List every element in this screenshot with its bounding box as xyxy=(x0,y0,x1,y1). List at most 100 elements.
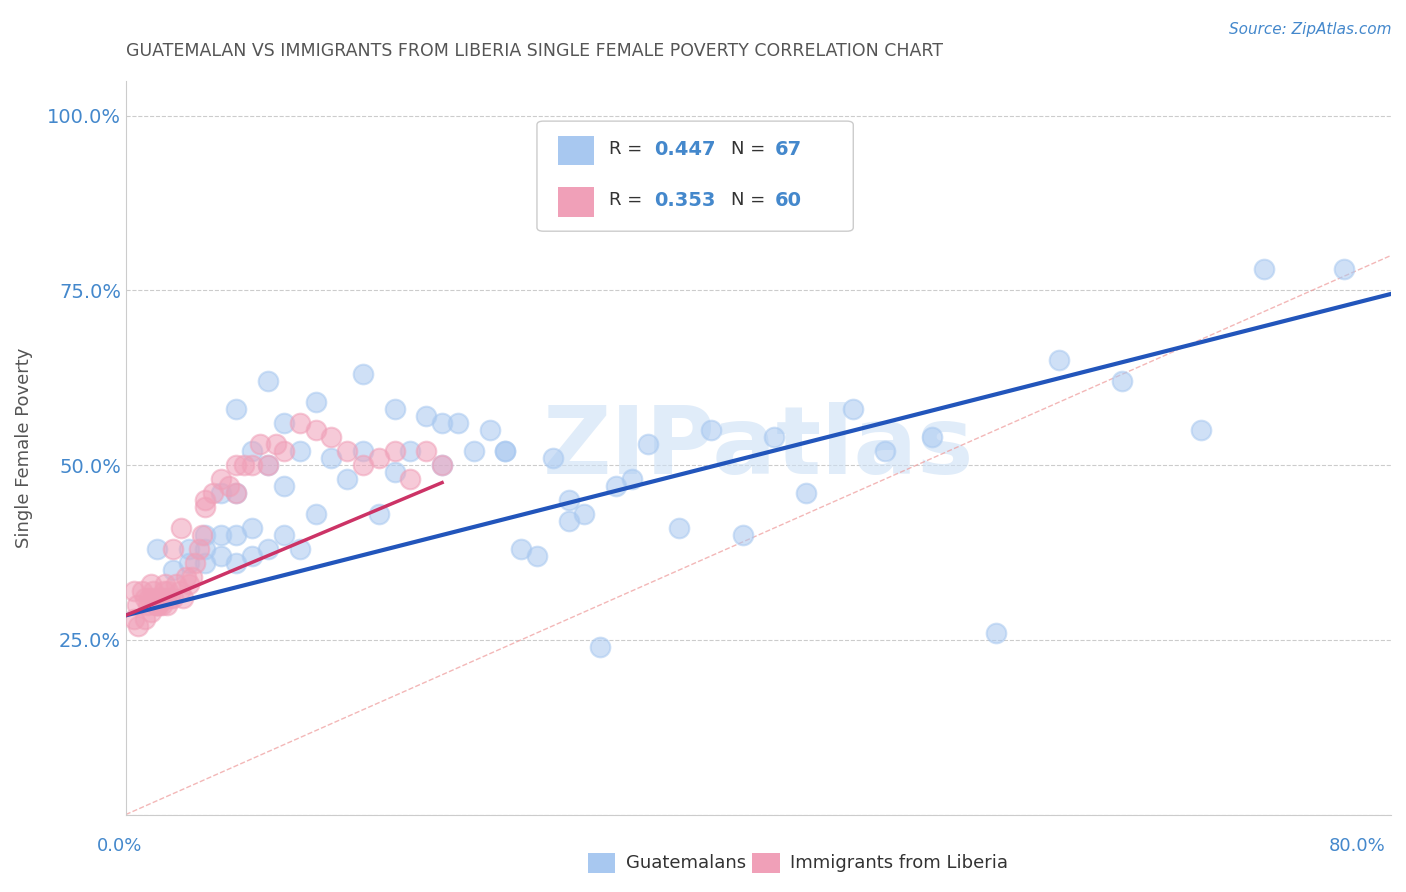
Point xyxy=(240,549,263,563)
Point xyxy=(264,437,287,451)
Point xyxy=(415,444,437,458)
Point xyxy=(273,444,295,458)
Point xyxy=(134,591,156,605)
Point xyxy=(494,444,516,458)
Text: 67: 67 xyxy=(775,139,801,159)
Point xyxy=(447,416,470,430)
Point xyxy=(146,598,169,612)
Text: Source: ZipAtlas.com: Source: ZipAtlas.com xyxy=(1229,22,1392,37)
Point xyxy=(794,486,817,500)
Point xyxy=(478,423,501,437)
Point xyxy=(156,598,179,612)
Point xyxy=(157,583,180,598)
Point xyxy=(921,430,943,444)
FancyBboxPatch shape xyxy=(537,121,853,231)
Point xyxy=(240,444,263,458)
Point xyxy=(430,458,453,472)
Point xyxy=(1189,423,1212,437)
Point xyxy=(201,486,224,500)
Text: N =: N = xyxy=(731,192,770,210)
Point xyxy=(177,556,200,570)
Point xyxy=(1333,262,1355,277)
Point xyxy=(526,549,548,563)
Point xyxy=(174,570,197,584)
Point xyxy=(240,458,263,472)
Point xyxy=(218,479,240,493)
Point xyxy=(177,577,200,591)
Bar xyxy=(558,187,593,217)
Point xyxy=(225,486,247,500)
Point xyxy=(288,416,311,430)
Point xyxy=(430,458,453,472)
Point xyxy=(149,591,172,605)
Point xyxy=(162,563,184,577)
Point xyxy=(384,444,406,458)
Point xyxy=(142,583,165,598)
Point xyxy=(159,591,181,605)
Text: 0.0%: 0.0% xyxy=(97,837,142,855)
Point xyxy=(194,500,217,514)
Point xyxy=(122,612,145,626)
Point xyxy=(415,409,437,424)
Point xyxy=(152,583,174,598)
Point xyxy=(1047,353,1070,368)
Point xyxy=(209,549,232,563)
Point xyxy=(557,493,579,508)
Text: 0.447: 0.447 xyxy=(655,139,716,159)
Point xyxy=(304,395,326,409)
Point xyxy=(557,514,579,528)
Y-axis label: Single Female Poverty: Single Female Poverty xyxy=(15,348,32,548)
Point xyxy=(225,402,247,417)
Point xyxy=(139,577,162,591)
Point xyxy=(122,583,145,598)
Point xyxy=(367,451,389,466)
Text: GUATEMALAN VS IMMIGRANTS FROM LIBERIA SINGLE FEMALE POVERTY CORRELATION CHART: GUATEMALAN VS IMMIGRANTS FROM LIBERIA SI… xyxy=(125,42,943,60)
Point xyxy=(184,556,207,570)
Point xyxy=(240,521,263,535)
Point xyxy=(842,402,865,417)
Point xyxy=(169,583,191,598)
Point xyxy=(209,486,232,500)
Point xyxy=(288,541,311,556)
Point xyxy=(1111,374,1133,388)
Point xyxy=(605,479,627,493)
Point xyxy=(574,507,596,521)
Point xyxy=(510,541,533,556)
Point xyxy=(187,541,209,556)
Point xyxy=(763,430,786,444)
Point xyxy=(668,521,690,535)
Point xyxy=(731,528,754,542)
Point xyxy=(155,591,177,605)
Point xyxy=(1253,262,1275,277)
Point xyxy=(181,570,204,584)
Point xyxy=(146,541,169,556)
Point xyxy=(589,640,612,654)
Point xyxy=(352,458,374,472)
Bar xyxy=(558,136,593,165)
Point xyxy=(304,423,326,437)
Text: N =: N = xyxy=(731,140,770,158)
Point xyxy=(194,541,217,556)
Point xyxy=(125,598,148,612)
Point xyxy=(273,416,295,430)
Point xyxy=(288,444,311,458)
Point xyxy=(257,541,280,556)
Point xyxy=(127,619,149,633)
Point xyxy=(194,556,217,570)
Point xyxy=(463,444,485,458)
Text: 60: 60 xyxy=(775,191,801,210)
Point xyxy=(336,444,359,458)
Point xyxy=(233,458,256,472)
Point xyxy=(257,458,280,472)
Point xyxy=(177,541,200,556)
Point xyxy=(637,437,659,451)
Point xyxy=(257,458,280,472)
Point xyxy=(170,521,193,535)
Point xyxy=(162,591,184,605)
Text: Guatemalans: Guatemalans xyxy=(626,854,745,872)
Point xyxy=(620,472,643,486)
Text: ZIPatlas: ZIPatlas xyxy=(543,401,974,493)
Point xyxy=(225,556,247,570)
Point xyxy=(139,605,162,619)
Point xyxy=(430,416,453,430)
